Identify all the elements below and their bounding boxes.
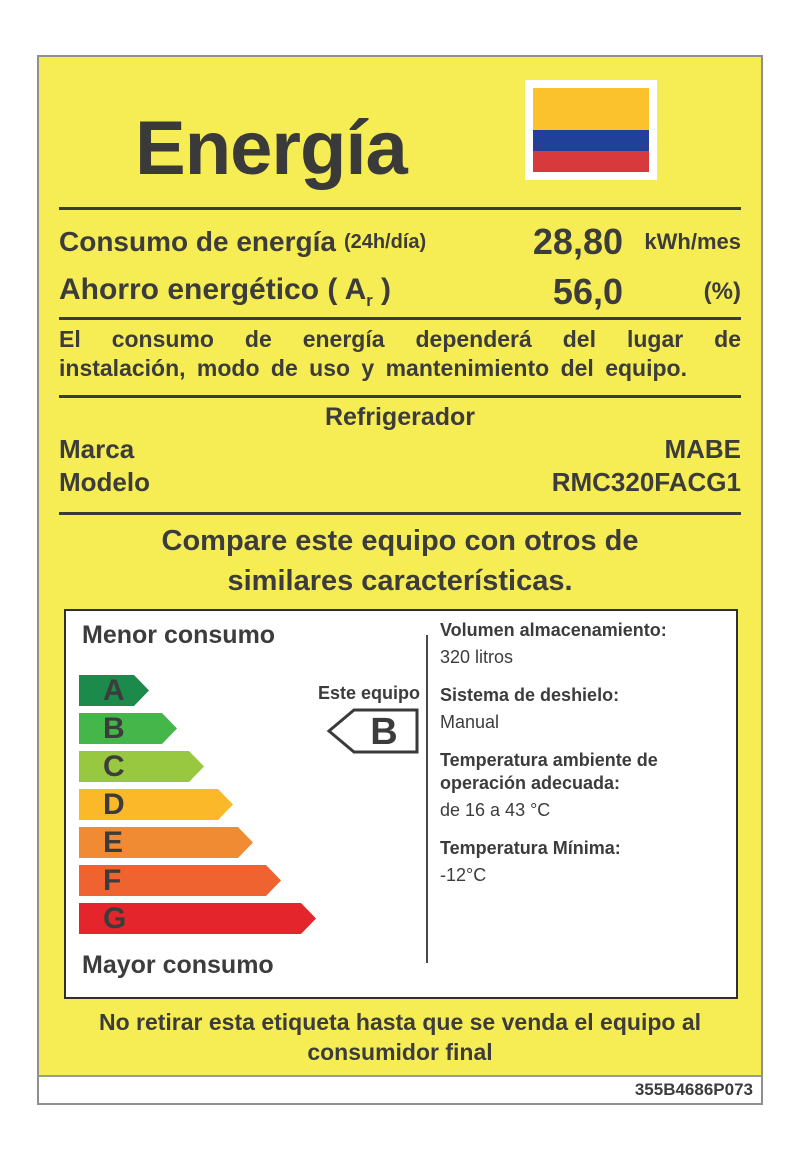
efficiency-bar-f: F [79, 865, 281, 896]
consumption-value: 28,80 [532, 221, 623, 262]
specs-column: Volumen almacenamiento: 320 litros Siste… [440, 619, 732, 902]
model-value: RMC320FACG1 [551, 467, 741, 497]
lower-consumption-label: Menor consumo [82, 621, 276, 649]
divider-under-product [59, 512, 741, 515]
compare-note: Compare este equipo con otros de similar… [161, 525, 639, 597]
panel-divider [426, 635, 428, 963]
saving-unit: (%) [703, 278, 741, 305]
spec-ambient-temperature: Temperatura ambiente de operación adecua… [440, 750, 658, 820]
consumption-disclaimer: El consumo de energía dependerá del luga… [59, 326, 741, 381]
spec-defrost: Sistema de deshielo: Manual [440, 685, 620, 732]
saving-label: Ahorro energético ( Ar ) [59, 273, 392, 310]
page-title: Energía [135, 106, 408, 191]
spec-volume: Volumen almacenamiento: 320 litros [440, 620, 667, 667]
colombia-flag-stripes [533, 88, 649, 172]
part-number: 355B4686P073 [634, 1080, 753, 1099]
efficiency-bar-d: D [79, 789, 233, 820]
flag-stripe-blue [533, 130, 649, 151]
efficiency-panel: Menor consumo A B C D E F G Este equipo … [64, 609, 738, 999]
divider-under-disclaimer [59, 395, 741, 398]
flag-stripe-red [533, 151, 649, 172]
brand-row: Marca MABE [59, 433, 741, 466]
colombia-flag [525, 80, 657, 180]
efficiency-bar-b: B [79, 713, 177, 744]
flag-stripe-yellow [533, 88, 649, 130]
efficiency-bar-a: A [79, 675, 149, 706]
rating-arrow-icon: B [326, 708, 419, 754]
model-row: Modelo RMC320FACG1 [59, 466, 741, 499]
model-label: Modelo [59, 467, 150, 497]
product-section: Refrigerador Marca MABE Modelo RMC320FAC… [59, 401, 741, 499]
efficiency-bar-g: G [79, 903, 316, 934]
divider-under-rows [59, 317, 741, 320]
consumption-unit: kWh/mes [644, 229, 741, 254]
efficiency-bar-c: C [79, 751, 204, 782]
saving-value: 56,0 [552, 271, 623, 312]
brand-value: MABE [664, 434, 741, 464]
energy-saving-row: Ahorro energético ( Ar ) 56,0 (%) [59, 269, 741, 315]
this-equipment-label: Este equipo [318, 683, 421, 703]
energy-label: Energía Consumo de energía (24h/día) 28,… [37, 55, 763, 1105]
higher-consumption-label: Mayor consumo [82, 951, 274, 979]
efficiency-bar-e: E [79, 827, 253, 858]
efficiency-scale: A B C D E F G [79, 675, 316, 941]
part-number-strip: 355B4686P073 [39, 1075, 761, 1103]
consumption-label: Consumo de energía [59, 226, 336, 257]
brand-label: Marca [59, 434, 135, 464]
energy-consumption-row: Consumo de energía (24h/día) 28,80 kWh/m… [59, 219, 741, 265]
do-not-remove-notice: No retirar esta etiqueta hasta que se ve… [98, 1009, 702, 1065]
consumption-note: (24h/día) [343, 230, 427, 253]
product-type: Refrigerador [324, 403, 476, 431]
divider-under-title [59, 207, 741, 210]
spec-minimum-temperature: Temperatura Mínima: -12°C [440, 838, 621, 885]
rating-letter: B [370, 711, 397, 753]
